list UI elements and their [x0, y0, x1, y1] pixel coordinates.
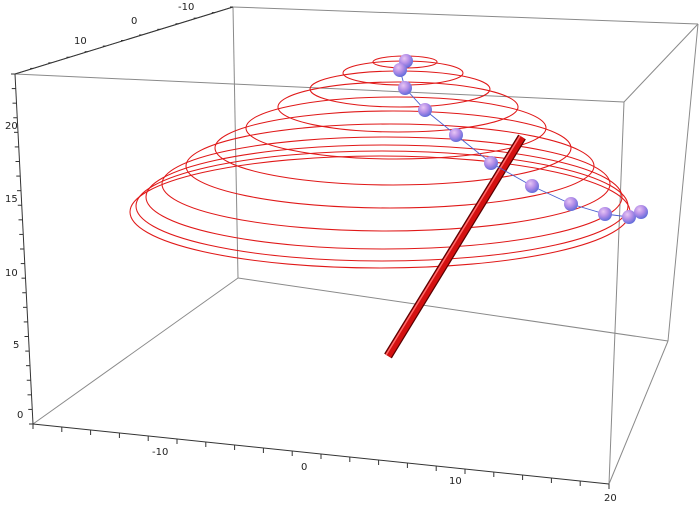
- helix-ring: [145, 144, 623, 250]
- vertical-axis-tick-label: 15: [5, 194, 18, 205]
- ball-chain: [393, 54, 648, 224]
- front-axis-tick-label: 10: [449, 476, 462, 487]
- chain-ball: [418, 103, 432, 117]
- chain-ball: [634, 205, 648, 219]
- box-edge-back-bottom-left: [32, 277, 239, 425]
- front-axis-tick-label: -10: [152, 447, 168, 458]
- rod-body: [385, 135, 525, 358]
- front-axis-tick-label: 0: [301, 462, 307, 473]
- helical-coil: [129, 55, 631, 269]
- bounding-box: [14, 6, 699, 485]
- back-axis-tick-label: 0: [131, 16, 137, 27]
- chain-ball: [393, 63, 407, 77]
- chain-ball: [622, 210, 636, 224]
- box-edge-top-right: [623, 23, 699, 103]
- axis-ticks: [11, 6, 610, 489]
- chain-ball: [564, 197, 578, 211]
- helix-ring: [135, 150, 629, 262]
- box-edge-bottom-right: [608, 340, 669, 485]
- vertical-axis-tick-label: 20: [5, 121, 18, 132]
- box-edge-back-vertical: [232, 6, 239, 279]
- box-edge-top-back: [232, 6, 699, 25]
- helix-ring: [214, 110, 572, 186]
- chain-ball: [484, 156, 498, 170]
- vertical-axis-tick-label: 5: [13, 340, 19, 351]
- vertical-axis-tick-label: 0: [17, 410, 23, 421]
- red-rod: [384, 134, 526, 359]
- box-edge-back-right-vertical: [667, 23, 699, 342]
- chain-ball: [525, 179, 539, 193]
- helix-ring: [245, 96, 547, 160]
- back-axis-tick-label: 10: [74, 36, 87, 47]
- chain-ball: [398, 81, 412, 95]
- vertical-axis-tick-label: 10: [5, 268, 18, 279]
- front-axis-tick-label: 20: [604, 493, 617, 504]
- chain-ball: [598, 207, 612, 221]
- box-edge-front-right-vertical: [608, 101, 625, 485]
- axes: -10 0 10 20 10 0 -10 0 5 10 15 20: [5, 2, 617, 504]
- back-axis-tick-label: -10: [178, 2, 194, 13]
- rod-highlight: [385, 135, 521, 356]
- helix-ring: [185, 123, 595, 209]
- chain-ball: [449, 128, 463, 142]
- helix-ring: [277, 81, 519, 133]
- box-edge-back-bottom-right: [237, 277, 669, 342]
- helix-ring: [161, 136, 611, 232]
